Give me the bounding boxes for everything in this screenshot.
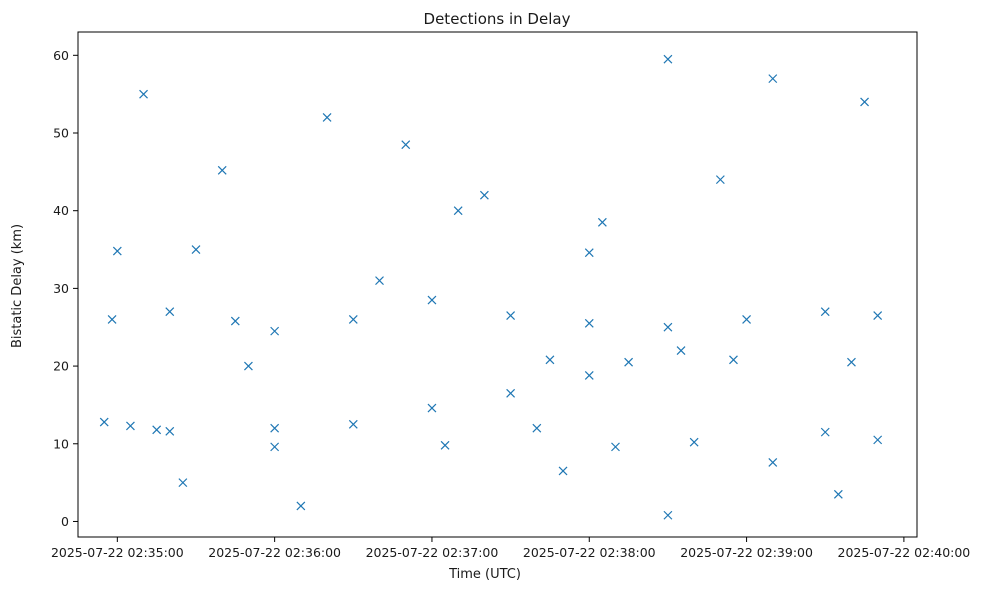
- data-point: [873, 435, 883, 445]
- data-point: [270, 423, 280, 433]
- x-tick-label: 2025-07-22 02:35:00: [51, 545, 184, 560]
- data-point: [243, 361, 253, 371]
- data-point: [768, 74, 778, 84]
- data-point: [152, 425, 162, 435]
- data-point: [873, 311, 883, 321]
- chart-title: Detections in Delay: [424, 10, 571, 28]
- x-tick-label: 2025-07-22 02:40:00: [838, 545, 971, 560]
- x-axis: 2025-07-22 02:35:00 2025-07-22 02:36:00 20…: [51, 537, 970, 560]
- data-point: [729, 355, 738, 365]
- data-point: [99, 417, 109, 427]
- data-point: [676, 346, 686, 355]
- data-point: [191, 245, 201, 254]
- data-point: [217, 165, 227, 175]
- y-tick-label: 50: [53, 126, 69, 141]
- data-point: [689, 437, 699, 447]
- data-point: [833, 489, 843, 499]
- y-tick-label: 30: [53, 281, 69, 296]
- scatter-points: [99, 54, 883, 520]
- y-axis: 0 10 20 30 40 50 60: [53, 48, 78, 529]
- data-point: [427, 403, 437, 413]
- y-tick-label: 40: [53, 203, 69, 218]
- data-point: [165, 307, 175, 317]
- data-point: [715, 175, 725, 185]
- data-point: [165, 426, 175, 436]
- data-point: [506, 388, 516, 398]
- data-point: [597, 217, 607, 227]
- data-point: [375, 276, 384, 286]
- data-point: [270, 442, 280, 452]
- data-point: [348, 315, 358, 324]
- data-point: [112, 246, 122, 256]
- data-point: [178, 478, 188, 488]
- data-point: [230, 316, 240, 326]
- data-point: [322, 113, 332, 122]
- data-point: [107, 315, 117, 324]
- data-point: [479, 190, 489, 200]
- x-tick-label: 2025-07-22 02:37:00: [366, 545, 499, 560]
- y-tick-label: 20: [53, 359, 69, 374]
- plot-frame: [77, 31, 918, 538]
- data-point: [663, 54, 673, 64]
- y-axis-label: Bistatic Delay (km): [10, 224, 25, 348]
- data-point: [296, 501, 306, 511]
- data-point: [506, 311, 516, 321]
- data-point: [270, 326, 280, 336]
- data-point: [126, 421, 135, 431]
- data-point: [847, 357, 856, 367]
- data-point: [584, 248, 594, 258]
- y-tick-label: 0: [61, 514, 69, 529]
- data-point: [401, 140, 411, 150]
- data-point: [663, 510, 673, 520]
- data-point: [440, 440, 450, 450]
- x-tick-label: 2025-07-22 02:36:00: [208, 545, 341, 560]
- data-point: [820, 427, 830, 437]
- data-point: [663, 322, 673, 332]
- data-point: [584, 370, 594, 380]
- data-point: [584, 318, 594, 328]
- data-point: [532, 423, 542, 433]
- data-point: [742, 315, 752, 324]
- data-point: [348, 419, 358, 429]
- data-point: [860, 97, 869, 107]
- data-point: [139, 89, 148, 99]
- data-point: [545, 355, 555, 365]
- data-point: [624, 357, 634, 367]
- data-point: [768, 457, 778, 467]
- data-point: [820, 307, 830, 317]
- data-point: [427, 295, 437, 305]
- y-tick-label: 60: [53, 48, 69, 63]
- data-point: [453, 206, 463, 216]
- x-tick-label: 2025-07-22 02:39:00: [680, 545, 813, 560]
- data-point: [558, 466, 568, 476]
- x-tick-label: 2025-07-22 02:38:00: [523, 545, 656, 560]
- data-point: [611, 442, 620, 452]
- x-axis-label: Time (UTC): [448, 567, 521, 582]
- y-tick-label: 10: [53, 436, 69, 451]
